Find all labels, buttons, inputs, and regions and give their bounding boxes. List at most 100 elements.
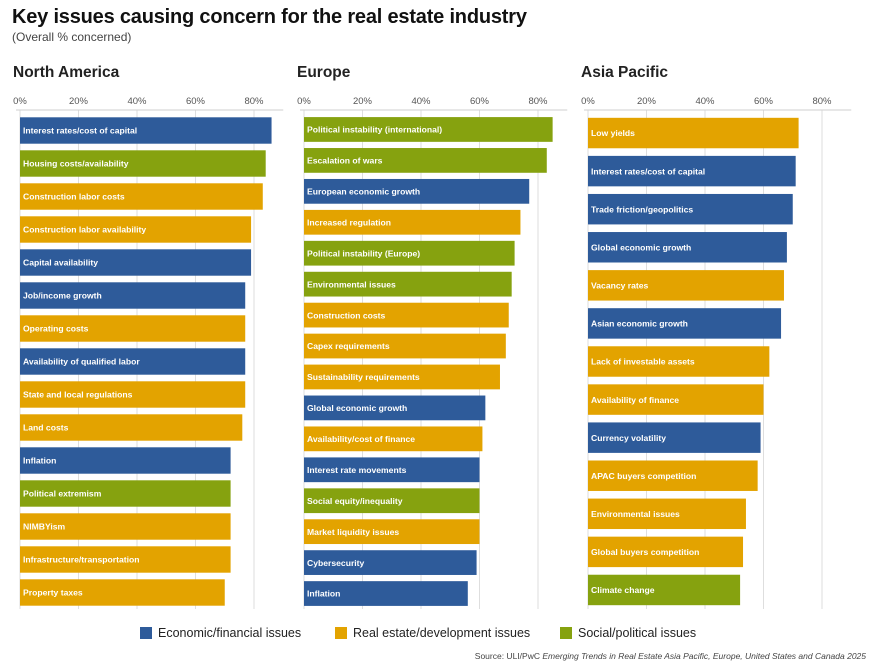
bar-europe-7: [304, 302, 509, 328]
bar-label-north-america-10: Land costs: [23, 423, 69, 433]
bar-asia-pacific-9: [588, 422, 761, 453]
panel-title-north-america: North America: [13, 64, 120, 81]
bar-label-north-america-14: Infrastructure/transportation: [23, 555, 140, 565]
bar-europe-9: [304, 364, 500, 390]
bar-europe-8: [304, 333, 506, 359]
bar-label-europe-8: Capex requirements: [307, 341, 390, 351]
charts-canvas: North America 0% 20% 40% 60% 80% Interest rate…: [13, 64, 852, 609]
bar-europe-11: [304, 426, 483, 452]
bar-label-asia-pacific-8: Availability of finance: [591, 395, 679, 405]
bar-label-north-america-6: Job/income growth: [23, 291, 102, 301]
bar-label-europe-11: Availability/cost of finance: [307, 434, 415, 444]
bar-label-europe-16: Inflation: [307, 589, 340, 599]
source-prefix: Source: ULI/PwC: [474, 651, 543, 661]
legend: Economic/financial issues Real estate/de…: [0, 626, 874, 642]
tick-label-asia-pacific-20: 20%: [637, 96, 657, 107]
bar-label-europe-15: Cybersecurity: [307, 558, 365, 568]
legend-swatch-economic: [140, 627, 152, 639]
source-note: Source: ULI/PwC Emerging Trends in Real …: [475, 651, 866, 661]
bar-label-north-america-5: Capital availability: [23, 258, 98, 268]
source-title: Emerging Trends in Real Estate Asia Paci…: [542, 651, 866, 661]
bar-north-america-10: [20, 414, 243, 441]
bar-europe-13: [304, 488, 480, 514]
bar-north-america-12: [20, 480, 231, 507]
bar-europe-6: [304, 271, 512, 297]
tick-label-asia-pacific-60: 60%: [754, 96, 774, 107]
bar-europe-3: [304, 178, 530, 204]
bar-north-america-8: [20, 348, 246, 375]
bar-label-asia-pacific-2: Interest rates/cost of capital: [591, 166, 705, 176]
bar-label-asia-pacific-7: Lack of investable assets: [591, 357, 695, 367]
legend-label-economic: Economic/financial issues: [158, 626, 302, 640]
chart-subtitle: (Overall % concerned): [12, 30, 132, 44]
legend-item-realestate: Real estate/development issues: [335, 626, 530, 640]
legend-item-economic: Economic/financial issues: [140, 626, 301, 640]
tick-label-north-america-80: 80%: [244, 96, 264, 107]
legend-label-realestate: Real estate/development issues: [353, 626, 531, 640]
bar-label-asia-pacific-9: Currency volatility: [591, 433, 666, 443]
bar-north-america-13: [20, 513, 231, 540]
bar-north-america-4: [20, 216, 252, 243]
bar-label-europe-14: Market liquidity issues: [307, 527, 399, 537]
bar-asia-pacific-1: [588, 117, 799, 149]
tick-label-north-america-0: 0%: [13, 96, 27, 107]
tick-label-europe-20: 20%: [353, 96, 373, 107]
bar-label-europe-3: European economic growth: [307, 187, 420, 197]
panel-title-europe: Europe: [297, 64, 351, 81]
legend-label-social: Social/political issues: [578, 626, 697, 640]
bar-label-europe-10: Global economic growth: [307, 403, 407, 413]
tick-label-europe-40: 40%: [411, 96, 431, 107]
tick-label-north-america-60: 60%: [186, 96, 206, 107]
legend-swatch-realestate: [335, 627, 347, 639]
bar-label-asia-pacific-11: Environmental issues: [591, 509, 680, 519]
bar-label-north-america-12: Political extremism: [23, 489, 102, 499]
tick-label-north-america-20: 20%: [69, 96, 89, 107]
bar-north-america-14: [20, 546, 231, 573]
bar-label-europe-4: Increased regulation: [307, 217, 391, 227]
bar-label-europe-5: Political instability (Europe): [307, 248, 420, 258]
bar-europe-16: [304, 581, 468, 606]
bar-label-europe-12: Interest rate movements: [307, 465, 407, 475]
tick-label-asia-pacific-0: 0%: [581, 96, 595, 107]
bar-europe-14: [304, 519, 480, 545]
tick-label-asia-pacific-80: 80%: [812, 96, 832, 107]
bar-label-north-america-11: Inflation: [23, 456, 56, 466]
bar-north-america-9: [20, 381, 246, 408]
bar-north-america-15: [20, 579, 225, 606]
bar-asia-pacific-13: [588, 574, 741, 606]
bar-label-europe-2: Escalation of wars: [307, 156, 383, 166]
bar-north-america-3: [20, 183, 263, 210]
bar-label-asia-pacific-6: Asian economic growth: [591, 319, 688, 329]
legend-swatch-social: [560, 627, 572, 639]
bar-label-north-america-1: Interest rates/cost of capital: [23, 126, 137, 136]
bar-north-america-1: [20, 117, 272, 144]
bar-asia-pacific-4: [588, 232, 787, 263]
bar-label-north-america-8: Availability of qualified labor: [23, 357, 140, 367]
bar-label-europe-9: Sustainability requirements: [307, 372, 420, 382]
bar-label-europe-13: Social equity/inequality: [307, 496, 403, 506]
bar-europe-2: [304, 148, 547, 173]
bar-europe-5: [304, 240, 515, 266]
bar-label-north-america-4: Construction labor availability: [23, 225, 146, 235]
bar-label-asia-pacific-12: Global buyers competition: [591, 547, 699, 557]
tick-label-europe-80: 80%: [528, 96, 548, 107]
bar-label-europe-1: Political instability (international): [307, 125, 442, 135]
bar-label-north-america-9: State and local regulations: [23, 390, 133, 400]
tick-label-europe-60: 60%: [470, 96, 490, 107]
bar-asia-pacific-3: [588, 193, 793, 225]
bar-label-europe-6: Environmental issues: [307, 279, 396, 289]
bar-europe-10: [304, 395, 486, 421]
bar-asia-pacific-6: [588, 308, 782, 339]
bar-north-america-5: [20, 249, 252, 276]
bar-label-north-america-15: Property taxes: [23, 588, 83, 598]
bar-asia-pacific-8: [588, 384, 764, 415]
bar-label-asia-pacific-13: Climate change: [591, 585, 655, 595]
bar-asia-pacific-2: [588, 155, 796, 187]
bar-north-america-7: [20, 315, 246, 342]
bar-label-europe-7: Construction costs: [307, 310, 386, 320]
bar-label-north-america-13: NIMBYism: [23, 522, 66, 532]
tick-label-north-america-40: 40%: [127, 96, 147, 107]
bar-asia-pacific-11: [588, 498, 746, 530]
bar-label-north-america-7: Operating costs: [23, 324, 89, 334]
bar-label-asia-pacific-10: APAC buyers competition: [591, 471, 696, 481]
